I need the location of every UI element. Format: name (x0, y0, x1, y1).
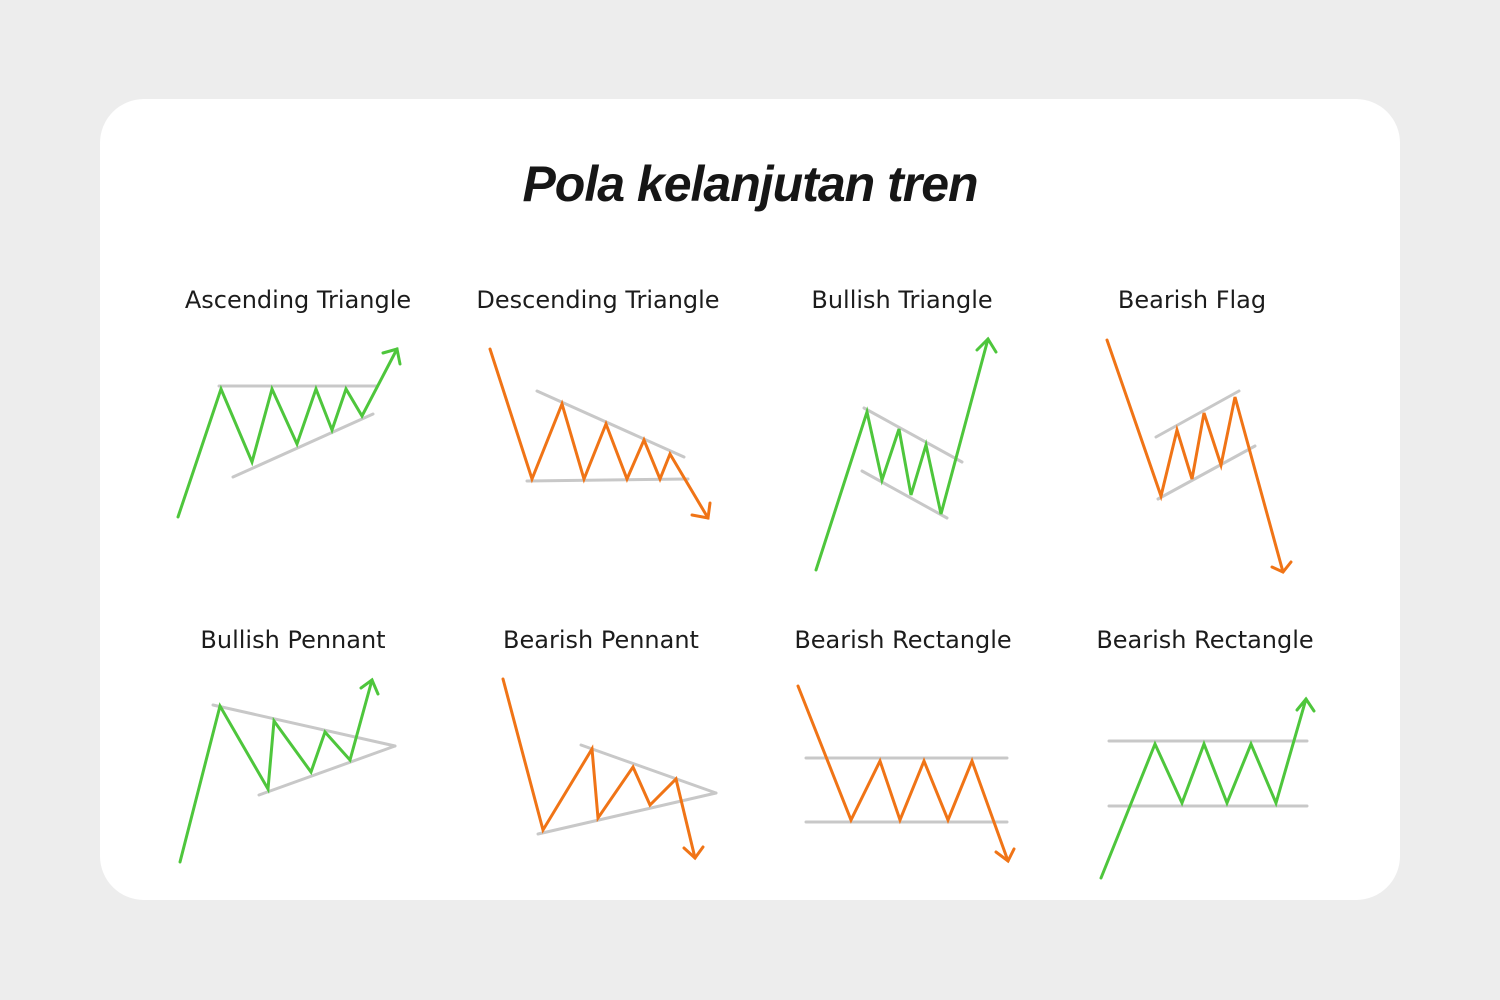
price-path (176, 347, 399, 519)
content-card (100, 99, 1400, 900)
lower-pennant-line (257, 744, 397, 797)
arrow-up-icon (1295, 696, 1316, 713)
upper-channel-line (862, 406, 964, 464)
bearish-pennant-diagram (501, 677, 718, 861)
pattern-label-bearish-rectangle-2: Bearish Rectangle (1096, 626, 1314, 654)
pattern-label-bullish-pennant: Bullish Pennant (200, 626, 386, 654)
pattern-label-bearish-flag: Bearish Flag (1117, 286, 1267, 314)
bearish-rectangle-diagram-2 (1099, 696, 1316, 880)
lower-pennant-line (536, 791, 718, 836)
arrow-down-icon (994, 847, 1016, 864)
price-path (178, 678, 374, 864)
arrow-up-icon (975, 336, 998, 354)
upper-channel-line (1154, 389, 1241, 439)
arrow-up-icon (359, 677, 380, 696)
bearish-rectangle-diagram-1 (796, 684, 1016, 864)
support-line (231, 412, 375, 479)
ascending-triangle-diagram (176, 347, 402, 519)
pattern-label-descending-triangle: Descending Triangle (476, 286, 720, 314)
bullish-pennant-diagram (178, 677, 397, 864)
arrow-up-icon (381, 347, 402, 366)
bullish-triangle-diagram (814, 336, 998, 572)
pattern-label-ascending-triangle: Ascending Triangle (184, 286, 412, 314)
pattern-label-bearish-pennant: Bearish Pennant (503, 626, 699, 654)
pattern-label-bearish-rectangle-1: Bearish Rectangle (794, 626, 1012, 654)
bearish-flag-diagram (1105, 338, 1293, 574)
price-path (501, 677, 697, 860)
arrow-down-icon (682, 845, 705, 861)
price-path (1105, 338, 1285, 574)
pattern-label-bullish-triangle: Bullish Triangle (811, 286, 993, 314)
price-path (488, 347, 710, 520)
resistance-line (535, 389, 686, 459)
upper-pennant-line (579, 743, 718, 795)
lower-channel-line (1156, 444, 1257, 501)
page-title: Pola kelanjutan tren (522, 156, 978, 212)
price-path (1099, 697, 1308, 880)
arrow-down-icon (1270, 560, 1293, 574)
price-path (796, 684, 1010, 863)
arrow-down-icon (690, 501, 712, 520)
price-path (814, 337, 990, 572)
lower-channel-line (860, 469, 949, 520)
descending-triangle-diagram (488, 347, 712, 520)
upper-pennant-line (211, 703, 397, 748)
support-line (525, 477, 690, 483)
